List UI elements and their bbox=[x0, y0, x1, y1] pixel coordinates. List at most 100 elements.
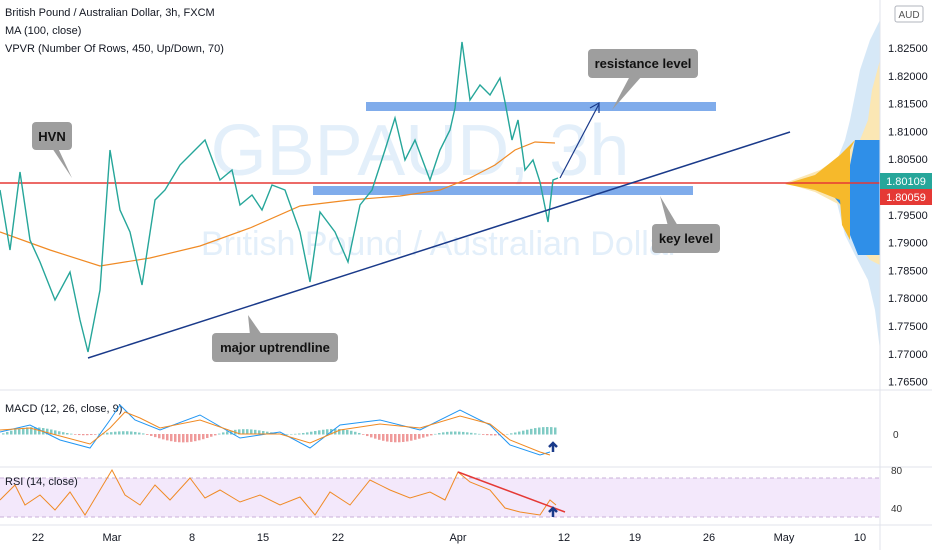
histogram-bar bbox=[314, 431, 317, 435]
histogram-bar bbox=[30, 427, 33, 435]
histogram-bar bbox=[70, 433, 73, 435]
histogram-bar bbox=[298, 433, 301, 435]
price-label: 1.79500 bbox=[888, 210, 928, 222]
price-line bbox=[0, 41, 559, 353]
histogram-bar bbox=[170, 434, 173, 442]
histogram-bar bbox=[186, 434, 189, 443]
histogram-bar bbox=[290, 433, 293, 435]
histogram-bar bbox=[94, 434, 97, 435]
rsi-arrow bbox=[548, 506, 558, 517]
histogram-bar bbox=[150, 434, 153, 436]
price-label: 1.79000 bbox=[888, 238, 928, 250]
hvn-label: HVN bbox=[38, 129, 65, 144]
histogram-bar bbox=[430, 434, 433, 436]
histogram-bar bbox=[438, 433, 441, 435]
histogram-bar bbox=[18, 428, 21, 435]
histogram-bar bbox=[530, 428, 533, 435]
projection-arrow bbox=[559, 103, 600, 179]
price-label: 1.78000 bbox=[888, 293, 928, 305]
histogram-bar bbox=[426, 434, 429, 437]
price-label: 1.82000 bbox=[888, 71, 928, 83]
histogram-bar bbox=[318, 430, 321, 435]
histogram-bar bbox=[362, 434, 365, 435]
histogram-bar bbox=[134, 431, 137, 435]
histogram-bar bbox=[410, 434, 413, 441]
histogram-bar bbox=[250, 429, 253, 435]
histogram-bar bbox=[482, 434, 485, 435]
arrow-head bbox=[589, 101, 600, 113]
histogram-bar bbox=[202, 434, 205, 440]
histogram-bar bbox=[394, 434, 397, 443]
histogram-bar bbox=[142, 433, 145, 435]
histogram-bar bbox=[550, 427, 553, 435]
histogram-bar bbox=[182, 434, 185, 443]
histogram-bar bbox=[302, 432, 305, 435]
histogram-bar bbox=[82, 434, 85, 436]
histogram-bar bbox=[118, 431, 121, 435]
histogram-bar bbox=[398, 434, 401, 443]
badge-upper: 1.80109 bbox=[886, 176, 926, 188]
price-label: 1.82500 bbox=[888, 43, 928, 55]
callout-hvn: HVN bbox=[32, 122, 72, 178]
moving-average bbox=[0, 141, 556, 267]
callout-key: key level bbox=[652, 196, 720, 253]
histogram-bar bbox=[358, 432, 361, 435]
histogram-bar bbox=[434, 433, 437, 435]
histogram-bar bbox=[46, 428, 49, 435]
rsi-label: RSI (14, close) bbox=[5, 476, 78, 488]
histogram-bar bbox=[446, 431, 449, 435]
histogram-bar bbox=[34, 427, 37, 435]
histogram-bar bbox=[146, 434, 149, 435]
badge-lower: 1.80059 bbox=[886, 192, 926, 204]
histogram-bar bbox=[406, 434, 409, 442]
macd-arrow bbox=[548, 441, 558, 452]
histogram-bar bbox=[370, 434, 373, 438]
histogram-bar bbox=[414, 434, 417, 440]
histogram-bar bbox=[262, 431, 265, 435]
rsi-line bbox=[0, 468, 557, 516]
histogram-bar bbox=[38, 427, 41, 435]
histogram-bar bbox=[386, 434, 389, 442]
histogram-bar bbox=[342, 429, 345, 435]
histogram-bar bbox=[50, 429, 53, 435]
histogram-bar bbox=[154, 434, 157, 438]
histogram-bar bbox=[254, 429, 257, 435]
histogram-bar bbox=[450, 431, 453, 435]
histogram-bar bbox=[238, 429, 241, 435]
histogram-bar bbox=[10, 430, 13, 435]
histogram-bar bbox=[374, 434, 377, 439]
histogram-bar bbox=[198, 434, 201, 441]
resistance-label: resistance level bbox=[595, 56, 692, 71]
histogram-bar bbox=[554, 427, 557, 435]
histogram-bar bbox=[474, 433, 477, 435]
histogram-bar bbox=[258, 430, 261, 435]
legend-ma: MA (100, close) bbox=[5, 25, 81, 37]
histogram-bar bbox=[6, 431, 9, 435]
macd-zero: 0 bbox=[893, 430, 899, 441]
histogram-bar bbox=[90, 434, 93, 436]
key-label: key level bbox=[659, 231, 713, 246]
histogram-bar bbox=[346, 429, 349, 435]
histogram-bar bbox=[114, 431, 117, 435]
histogram-bar bbox=[22, 427, 25, 435]
price-label: 1.77000 bbox=[888, 349, 928, 361]
callout-resistance: resistance level bbox=[588, 49, 698, 110]
histogram-bar bbox=[218, 433, 221, 435]
price-label: 1.76500 bbox=[888, 377, 928, 389]
histogram-bar bbox=[62, 432, 65, 435]
histogram-bar bbox=[354, 431, 357, 435]
key-level-zone bbox=[313, 186, 693, 195]
histogram-bar bbox=[2, 433, 5, 435]
histogram-bar bbox=[138, 432, 141, 435]
watermark-ticker: GBPAUD, 3h bbox=[211, 111, 630, 191]
histogram-bar bbox=[66, 432, 69, 435]
histogram-bar bbox=[122, 431, 125, 435]
histogram-bar bbox=[522, 430, 525, 435]
badge-upper-bg bbox=[880, 173, 932, 189]
histogram-bar bbox=[166, 434, 169, 441]
rsi-lower: 40 bbox=[891, 504, 903, 515]
price-label: 1.80500 bbox=[888, 154, 928, 166]
histogram-bar bbox=[26, 427, 29, 435]
histogram-bar bbox=[454, 431, 457, 435]
histogram-bar bbox=[54, 430, 57, 435]
